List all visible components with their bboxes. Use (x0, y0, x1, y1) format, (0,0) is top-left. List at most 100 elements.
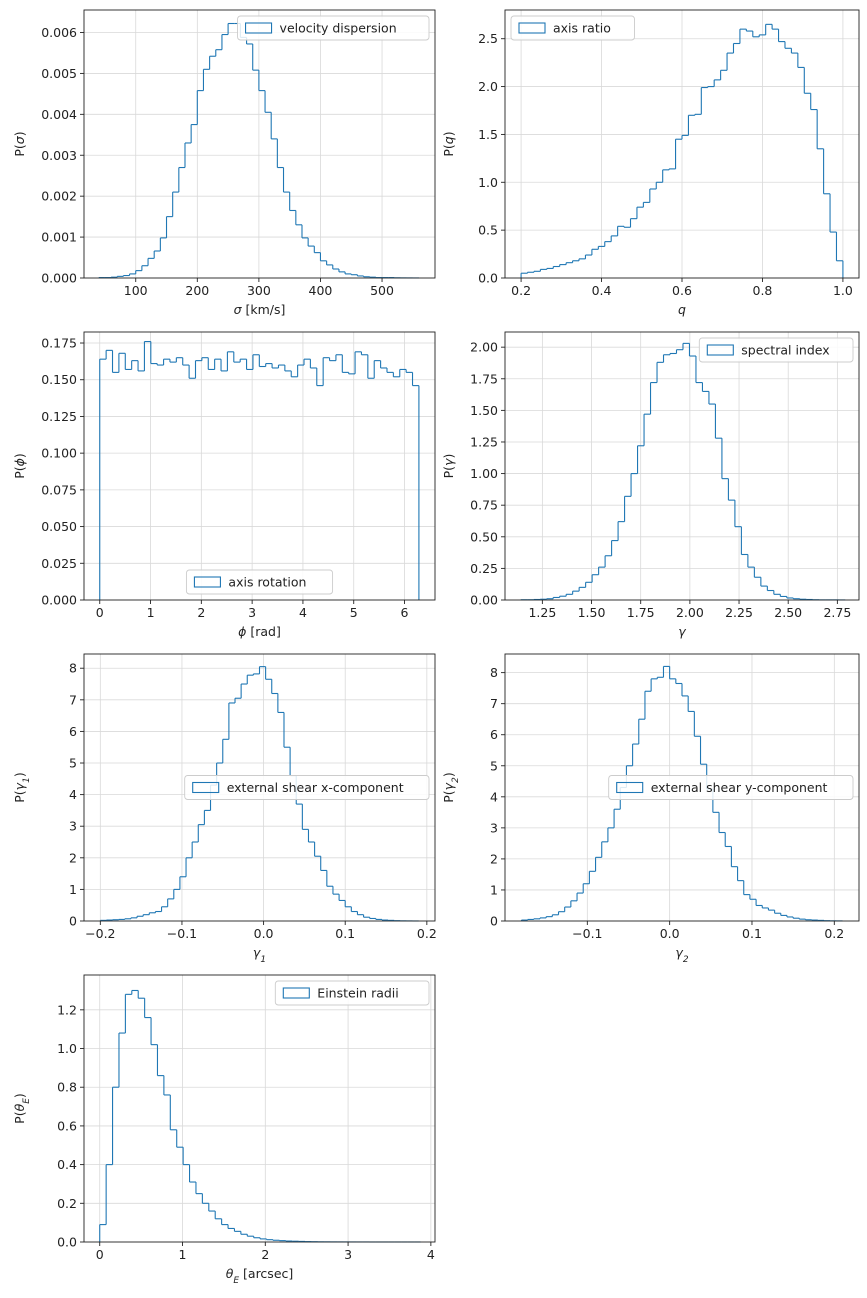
y-tick-label: 0.003 (41, 148, 77, 163)
x-tick-label: 1 (179, 1247, 187, 1262)
legend-label: external shear y-component (651, 780, 828, 795)
y-tick-label: 1.50 (470, 403, 498, 418)
legend: Einstein radii (274, 980, 430, 1006)
y-tick-label: 2 (490, 851, 498, 866)
histogram-series (520, 23, 844, 278)
y-axis-label: P(σ) (12, 131, 27, 156)
legend-swatch (193, 576, 221, 588)
legend: external shear x-component (184, 775, 430, 800)
legend-label: velocity dispersion (280, 21, 397, 36)
x-tick-label: 0.1 (742, 926, 762, 941)
x-tick-label: 1.25 (528, 605, 556, 620)
x-tick-label: 0.0 (660, 926, 680, 941)
chart-panel: 0.2 0.4 0.6 0.8 1.0 0.0 0.5 1.0 1.5 2.0 2.5 q P(q) ax… (441, 9, 860, 317)
chart-panel: −0.1 0.0 0.1 0.2 0 1 2 3 4 5 6 7 8 γ2​ P(γ2​) external … (441, 653, 860, 965)
y-tick-label: 0.8 (57, 1080, 77, 1095)
x-axis-label: θE​ [arcsec] (226, 1266, 294, 1286)
chart-panel: 100 200 300 400 500 0.000 0.001 0.002 0.003 0.004… (12, 9, 436, 317)
plot-frame (83, 653, 436, 922)
y-tick-label: 0.150 (41, 372, 77, 387)
x-tick-label: 2 (197, 605, 205, 620)
x-tick-label: −0.1 (572, 926, 602, 941)
legend: axis rotation (185, 569, 334, 595)
legend: velocity dispersion (237, 15, 430, 41)
x-axis-label: σ [km/s] (234, 302, 286, 317)
legend-box (608, 775, 854, 800)
plot-frame (83, 9, 436, 279)
y-tick-label: 1.0 (57, 1041, 77, 1056)
y-tick-label: 5 (490, 758, 498, 773)
y-tick-label: 3 (69, 819, 77, 834)
y-tick-label: 5 (69, 756, 77, 771)
x-axis-label: γ2​ (675, 945, 688, 965)
y-tick-label: 0.0 (478, 271, 498, 286)
y-tick-label: 0.100 (41, 446, 77, 461)
plot-frame (504, 653, 860, 922)
y-tick-label: 0.2 (57, 1196, 77, 1211)
legend-swatch (192, 781, 220, 794)
y-tick-label: 0.5 (478, 223, 498, 238)
y-tick-label: 0.075 (41, 482, 77, 497)
legend: external shear y-component (608, 775, 854, 800)
x-tick-label: 2.50 (774, 605, 802, 620)
y-tick-label: 0.001 (41, 230, 77, 245)
y-tick-label: 0 (69, 914, 77, 929)
y-tick-label: 0.25 (470, 561, 498, 576)
legend: spectral index (698, 337, 854, 363)
y-tick-label: 0.000 (41, 593, 77, 608)
chart-panel: −0.2 −0.1 0.0 0.1 0.2 0 1 2 3 4 5 6 7 8 γ1​ P(γ1​) exter… (12, 653, 437, 965)
y-tick-label: 3 (490, 820, 498, 835)
histogram-series (520, 665, 844, 922)
histogram-series (520, 342, 846, 601)
y-tick-label: 7 (69, 692, 77, 707)
chart-panel: 0 1 2 3 4 5 6 0.000 0.025 0.050 0.075 0.100 0.125 0.1… (12, 331, 436, 639)
y-tick-label: 4 (69, 787, 77, 802)
y-tick-label: 0.002 (41, 189, 77, 204)
y-tick-label: 7 (490, 696, 498, 711)
y-tick-label: 0 (490, 914, 498, 929)
x-tick-label: 1.75 (627, 605, 655, 620)
x-tick-label: −0.2 (85, 926, 115, 941)
y-tick-label: 0.4 (57, 1157, 77, 1172)
x-tick-label: 4 (427, 1247, 435, 1262)
x-tick-label: 1.0 (833, 283, 853, 298)
plot-frame (83, 331, 436, 601)
x-tick-label: 400 (309, 283, 333, 298)
x-axis-label: q (678, 302, 686, 317)
y-tick-label: 0.125 (41, 409, 77, 424)
x-tick-label: 3 (248, 605, 256, 620)
histogram-series (99, 989, 422, 1243)
plot-frame (504, 331, 860, 601)
y-tick-label: 1.25 (470, 434, 498, 449)
x-tick-label: 2 (261, 1247, 269, 1262)
legend-box (698, 337, 854, 363)
legend-swatch (245, 22, 273, 34)
legend-swatch (616, 781, 644, 794)
x-tick-label: 0.4 (592, 283, 612, 298)
y-tick-label: 0.050 (41, 519, 77, 534)
legend-swatch (518, 22, 546, 34)
y-tick-label: 1.2 (57, 1002, 77, 1017)
x-tick-label: 500 (370, 283, 394, 298)
x-tick-label: 2.00 (676, 605, 704, 620)
plot-frame (83, 974, 436, 1243)
y-tick-label: 2.00 (470, 340, 498, 355)
x-tick-label: 0 (96, 605, 104, 620)
y-axis-label: P(θE​) (12, 1093, 32, 1124)
legend-box (184, 775, 430, 800)
x-tick-label: 1.50 (578, 605, 606, 620)
y-tick-label: 0.175 (41, 336, 77, 351)
x-tick-label: 6 (401, 605, 409, 620)
legend-swatch (282, 987, 310, 999)
y-tick-label: 0.005 (41, 66, 77, 81)
legend-box (274, 980, 430, 1006)
chart-panel: 1.25 1.50 1.75 2.00 2.25 2.50 2.75 0.00 0.25 0.50… (441, 331, 860, 639)
x-tick-label: 4 (299, 605, 307, 620)
x-tick-label: 5 (350, 605, 358, 620)
y-tick-label: 2.0 (478, 79, 498, 94)
x-tick-label: 2.75 (823, 605, 851, 620)
x-tick-label: 1 (147, 605, 155, 620)
x-tick-label: 0.2 (511, 283, 531, 298)
legend-label: axis rotation (228, 575, 306, 590)
y-axis-label: P(q) (441, 131, 456, 156)
